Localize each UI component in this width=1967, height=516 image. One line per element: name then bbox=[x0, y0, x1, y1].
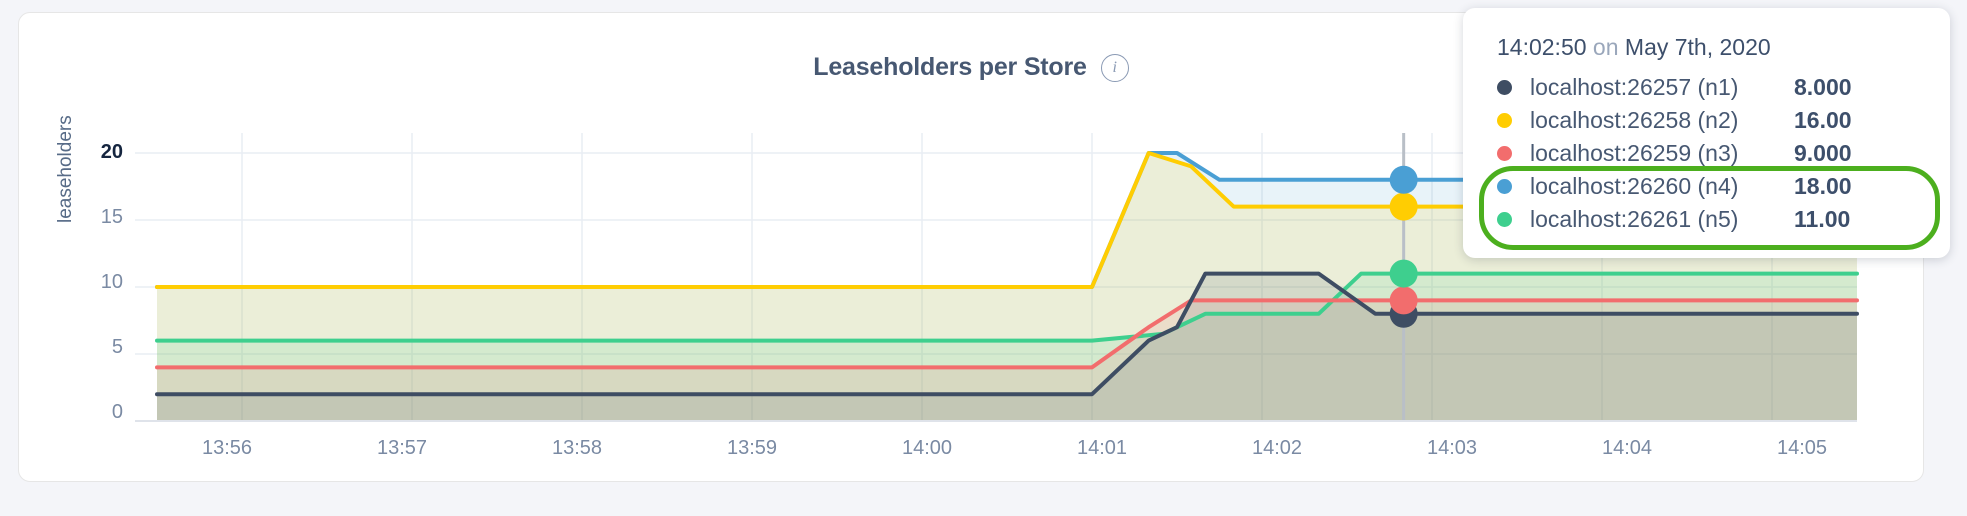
series-value: 8.000 bbox=[1794, 74, 1852, 100]
series-value: 9.000 bbox=[1794, 140, 1852, 166]
x-tick-1401: 14:01 bbox=[1076, 437, 1128, 459]
series-name: localhost:26257 (n1) bbox=[1530, 74, 1739, 100]
x-tick-1356: 13:56 bbox=[201, 437, 253, 459]
tooltip-time: 14:02:50 bbox=[1497, 34, 1587, 60]
y-tick-5: 5 bbox=[111, 336, 123, 358]
tooltip-row: localhost:26261 (n5) 11.00 bbox=[1463, 203, 1950, 236]
series-value: 11.00 bbox=[1794, 206, 1851, 232]
tooltip-timestamp: 14:02:50 on May 7th, 2020 bbox=[1463, 34, 1950, 71]
page-title: Leaseholders per Store bbox=[813, 53, 1087, 81]
tooltip-row: localhost:26258 (n2) 16.00 bbox=[1463, 104, 1950, 137]
x-tick-1400: 14:00 bbox=[901, 437, 953, 459]
series-area bbox=[157, 273, 1857, 421]
tooltip-series-list: localhost:26257 (n1) 8.000 localhost:26258… bbox=[1463, 71, 1950, 250]
x-tick-1402: 14:02 bbox=[1251, 437, 1303, 459]
tooltip-date: May 7th, 2020 bbox=[1624, 34, 1771, 60]
series-color-dot bbox=[1497, 80, 1512, 95]
y-tick-0: 0 bbox=[111, 401, 123, 423]
info-icon[interactable]: i bbox=[1100, 53, 1129, 82]
series-color-dot bbox=[1497, 212, 1512, 227]
x-tick-1404: 14:04 bbox=[1601, 437, 1653, 459]
chart-header: Leaseholders per Store i bbox=[19, 53, 1923, 82]
x-tick-1359: 13:59 bbox=[726, 437, 778, 459]
cursor-point[interactable] bbox=[1389, 192, 1418, 221]
tooltip-row: localhost:26257 (n1) 8.000 bbox=[1463, 71, 1950, 104]
series-name: localhost:26260 (n4) bbox=[1530, 173, 1739, 199]
tooltip-on-word: on bbox=[1592, 34, 1619, 60]
x-tick-1357: 13:57 bbox=[376, 437, 428, 459]
series-color-dot bbox=[1497, 146, 1512, 161]
x-tick-1403: 14:03 bbox=[1426, 437, 1478, 459]
tooltip-row: localhost:26260 (n4) 18.00 bbox=[1463, 170, 1950, 203]
series-name: localhost:26258 (n2) bbox=[1530, 107, 1739, 133]
chart-tooltip: 14:02:50 on May 7th, 2020 localhost:2625… bbox=[1463, 8, 1950, 258]
tooltip-row: localhost:26259 (n3) 9.000 bbox=[1463, 137, 1950, 170]
series-area bbox=[157, 273, 1857, 421]
series-name: localhost:26261 (n5) bbox=[1530, 206, 1739, 232]
cursor-point[interactable] bbox=[1389, 286, 1418, 315]
series-color-dot bbox=[1497, 113, 1512, 128]
cursor-point[interactable] bbox=[1389, 165, 1418, 194]
series-value: 16.00 bbox=[1794, 107, 1852, 133]
series-line[interactable] bbox=[155, 298, 1859, 370]
chart-canvas[interactable] bbox=[19, 13, 1967, 516]
cursor-point[interactable] bbox=[1389, 259, 1418, 288]
series-name: localhost:26259 (n3) bbox=[1530, 140, 1739, 166]
plot-area: leaseholders 20 15 10 5 0 13:56 13:57 13… bbox=[19, 13, 1923, 481]
series-value: 18.00 bbox=[1794, 173, 1852, 199]
y-tick-15: 15 bbox=[100, 206, 123, 228]
x-tick-1358: 13:58 bbox=[551, 437, 603, 459]
series-area bbox=[157, 300, 1857, 421]
y-tick-20: 20 bbox=[100, 141, 123, 163]
screenshot-root: Leaseholders per Store i leaseholders 20… bbox=[18, 8, 1950, 482]
series-color-dot bbox=[1497, 179, 1512, 194]
y-tick-10: 10 bbox=[100, 271, 123, 293]
x-tick-1405: 14:05 bbox=[1776, 437, 1828, 459]
